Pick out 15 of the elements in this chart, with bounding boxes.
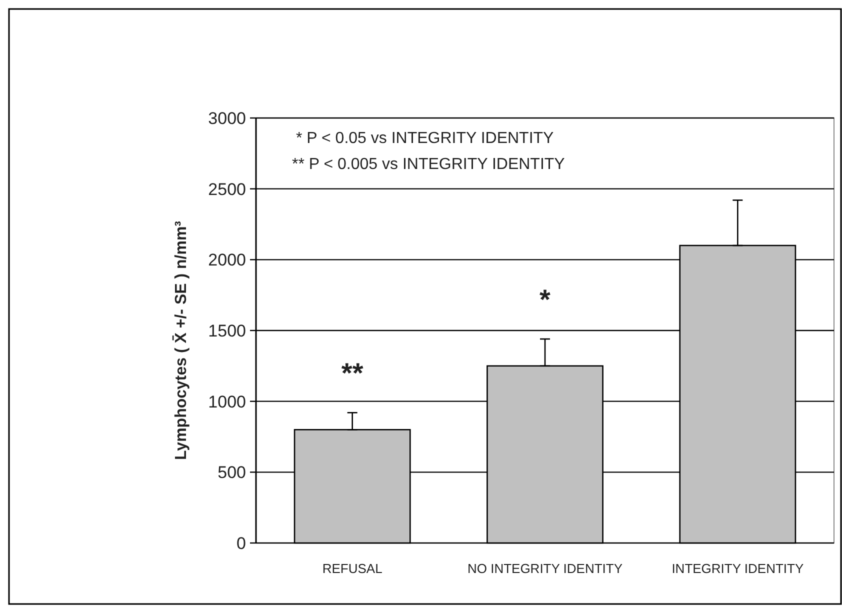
y-axis-title: Lymphocytes ( X̄ +/- SE ) n/mm³ <box>172 220 190 460</box>
annotation: ** P < 0.005 vs INTEGRITY IDENTITY <box>292 156 566 173</box>
y-tick-label: 1000 <box>208 392 246 412</box>
annotation: ** <box>341 358 364 389</box>
x-tick-label: REFUSAL <box>322 561 382 576</box>
y-tick-label: 500 <box>218 463 246 482</box>
annotation: * <box>540 284 551 315</box>
y-tick-label: 1500 <box>208 321 246 340</box>
y-tick-label: 0 <box>236 534 246 553</box>
y-tick-label: 3000 <box>208 108 246 128</box>
x-tick-label: INTEGRITY IDENTITY <box>672 561 804 576</box>
y-tick-label: 2000 <box>208 250 246 270</box>
y-tick-label: 2500 <box>208 180 246 199</box>
x-tick-label: NO INTEGRITY IDENTITY <box>467 561 623 576</box>
annotation: * P < 0.05 vs INTEGRITY IDENTITY <box>296 130 554 147</box>
